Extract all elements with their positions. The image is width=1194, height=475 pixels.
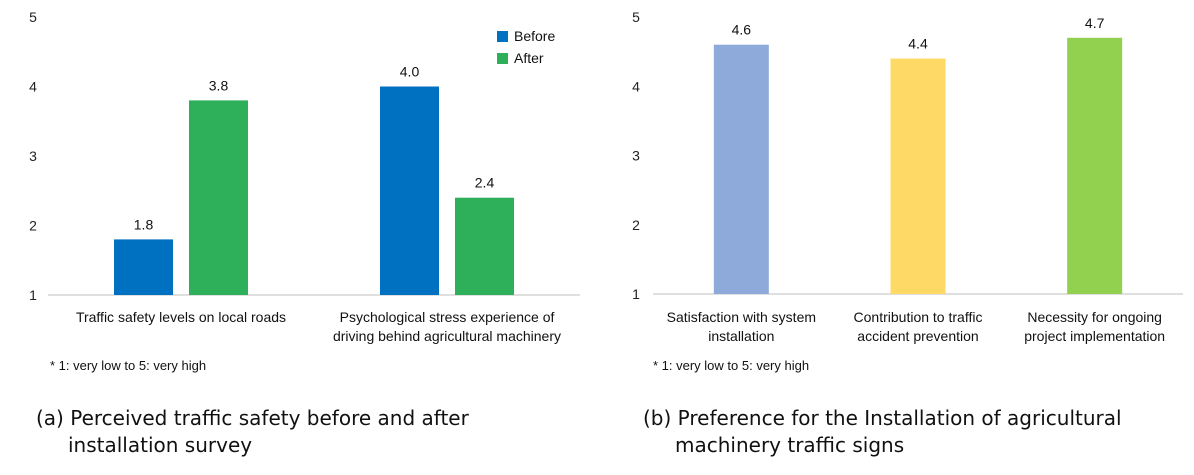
chart-panel-a: 1 2 3 4 5 1.8 3.8 Traffic safety levels on loca…: [29, 9, 580, 459]
x-category-label: installation: [708, 328, 774, 344]
y-tick-label: 5: [29, 9, 37, 25]
y-tick-label: 3: [632, 148, 640, 164]
chart-a-plot: 1 2 3 4 5 1.8 3.8 Traffic safety levels on loca…: [29, 9, 580, 344]
bar: [713, 44, 769, 295]
data-label: 1.8: [134, 216, 154, 232]
chart-b-caption-line1: Preference for the Installation of agric…: [677, 406, 1122, 430]
data-label: 4.6: [732, 22, 752, 38]
chart-a-legend: Before After: [497, 25, 555, 69]
legend-label-after: After: [514, 50, 544, 66]
chart-b-plot: 1 2 3 4 5 4.6 Satisfaction with system installa…: [632, 9, 1183, 344]
legend-item-after: After: [497, 47, 555, 69]
chart-b-caption-line2: machinery traffic signs: [675, 433, 905, 457]
data-label: 4.7: [1085, 15, 1105, 31]
x-category-label: accident prevention: [857, 328, 978, 344]
data-label: 2.4: [475, 175, 495, 191]
x-category-label: Psychological stress experience of: [340, 309, 555, 325]
bar: [1067, 37, 1123, 295]
x-category-label: Necessity for ongoing: [1027, 309, 1162, 325]
y-tick-label: 3: [29, 148, 37, 164]
legend-swatch-before: [497, 30, 508, 42]
y-tick-label: 1: [29, 287, 37, 303]
chart-a-scale-note: * 1: very low to 5: very high: [50, 358, 207, 373]
bar-before: [114, 239, 173, 295]
chart-a-caption-line2: installation survey: [68, 433, 253, 457]
chart-panel-b: 1 2 3 4 5 4.6 Satisfaction with system installa…: [597, 0, 1194, 475]
data-label: 4.4: [908, 36, 928, 52]
x-category-label: driving behind agricultural machinery: [333, 328, 561, 344]
x-category-label: Contribution to traffic: [854, 309, 983, 325]
x-category-label: project implementation: [1024, 328, 1165, 344]
data-label: 3.8: [209, 77, 229, 93]
data-label: 4.0: [400, 64, 420, 80]
chart-b-scale-note: * 1: very low to 5: very high: [653, 358, 810, 373]
x-category-label: Satisfaction with system: [667, 309, 816, 325]
y-tick-label: 4: [29, 79, 37, 95]
chart-a-caption-tag: (a): [36, 406, 64, 430]
y-tick-label: 2: [29, 218, 37, 234]
bar-before: [380, 86, 439, 295]
y-tick-label: 1: [632, 286, 640, 302]
bar-after: [189, 100, 248, 296]
x-category-label: Traffic safety levels on local roads: [76, 309, 286, 325]
bar: [890, 58, 946, 294]
y-tick-label: 4: [632, 78, 640, 94]
chart-a-caption-line1: Perceived traffic safety before and afte…: [70, 406, 469, 430]
legend-label-before: Before: [514, 28, 556, 44]
bar-after: [455, 197, 514, 295]
y-tick-label: 2: [632, 217, 640, 233]
legend-item-before: Before: [497, 25, 555, 47]
chart-b-caption: (b) Preference for the Installation of a…: [643, 405, 1122, 459]
y-tick-label: 5: [632, 9, 640, 25]
chart-a-caption: (a) Perceived traffic safety before and …: [36, 405, 469, 459]
chart-b-caption-tag: (b): [643, 406, 672, 430]
legend-swatch-after: [497, 52, 508, 64]
